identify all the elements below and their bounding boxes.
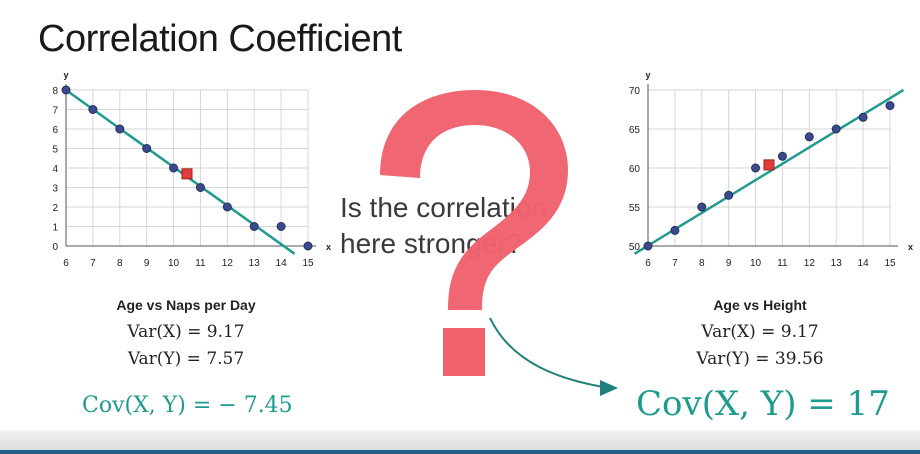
question-arrow	[489, 317, 600, 388]
y-tick-label: 1	[52, 223, 58, 234]
x-tick-label: 10	[168, 258, 180, 269]
var-y-right: Var(Y) = 39.56	[660, 349, 860, 369]
var-x-right: Var(X) = 9.17	[660, 322, 860, 342]
y-tick-label: 8	[52, 86, 58, 97]
x-tick-label: 13	[249, 258, 261, 269]
x-tick-label: 9	[726, 258, 732, 269]
data-point	[276, 222, 286, 231]
data-point	[643, 241, 653, 251]
data-point	[88, 105, 98, 114]
data-point	[831, 124, 841, 134]
arrow-head-icon	[600, 380, 618, 396]
x-tick-label: 9	[144, 258, 150, 269]
data-point	[195, 183, 205, 192]
var-x-right-text: Var(X) = 9.17	[701, 322, 819, 342]
x-tick-label: 6	[645, 258, 651, 269]
data-point	[804, 132, 814, 142]
x-tick-label: 15	[302, 258, 314, 269]
y-tick-label: 5	[52, 145, 58, 156]
y-tick-label: 7	[52, 106, 58, 117]
y-tick-label: 70	[629, 86, 641, 97]
y-tick-label: 2	[52, 203, 58, 214]
data-point	[61, 85, 71, 95]
y-axis-label: y	[645, 70, 650, 80]
cov-left: Cov(X, Y) = − 7.45	[82, 393, 293, 418]
y-axis-label: y	[63, 70, 68, 80]
y-tick-label: 3	[52, 184, 58, 195]
data-point	[303, 241, 313, 251]
x-tick-label: 6	[63, 258, 69, 269]
y-tick-label: 0	[52, 242, 58, 253]
slide-title: Correlation Coefficient	[38, 18, 402, 60]
x-tick-label: 12	[804, 258, 816, 269]
var-x-left: Var(X) = 9.17	[86, 322, 286, 342]
x-tick-label: 15	[884, 258, 896, 269]
data-point	[670, 225, 680, 235]
question-mark-dot	[443, 328, 485, 376]
x-tick-label: 11	[777, 258, 788, 269]
x-tick-label: 11	[195, 258, 206, 269]
x-tick-label: 8	[699, 258, 705, 269]
mean-point	[763, 159, 775, 171]
var-x-left-text: Var(X) = 9.17	[127, 322, 245, 342]
data-point	[858, 112, 868, 122]
var-y-right-text: Var(Y) = 39.56	[696, 349, 824, 369]
x-tick-label: 14	[858, 258, 870, 269]
chart-title-left: Age vs Naps per Day	[116, 297, 256, 313]
x-tick-label: 14	[276, 258, 288, 269]
x-tick-label: 12	[222, 258, 234, 269]
var-y-left-text: Var(Y) = 7.57	[127, 349, 245, 369]
data-point	[697, 202, 707, 212]
chart-age-vs-height: 6 7 8 9 10 11 12 13 14 15 50 55 60 65 70 y x	[629, 70, 913, 269]
mean-point	[181, 168, 193, 180]
chart-title-right: Age vs Height	[713, 297, 807, 313]
x-tick-label: 8	[117, 258, 123, 269]
x-tick-label: 7	[90, 258, 96, 269]
data-point	[751, 163, 761, 173]
x-tick-label: 10	[750, 258, 762, 269]
question-mark-hook	[380, 90, 568, 310]
data-point	[142, 144, 152, 153]
var-y-left: Var(Y) = 7.57	[86, 349, 286, 369]
x-tick-label: 13	[831, 258, 843, 269]
bottom-line	[0, 450, 920, 454]
data-point	[115, 124, 125, 134]
x-axis-label: x	[908, 242, 913, 252]
y-tick-label: 60	[629, 164, 641, 175]
y-tick-label: 65	[629, 125, 641, 136]
y-tick-label: 6	[52, 125, 58, 136]
y-tick-label: 4	[52, 164, 58, 175]
y-tick-label: 55	[629, 203, 641, 214]
x-axis-label: x	[326, 242, 331, 252]
data-point	[885, 101, 895, 111]
regression-line	[65, 88, 296, 255]
data-point	[169, 163, 179, 173]
data-point	[222, 202, 232, 212]
x-tick-label: 7	[672, 258, 678, 269]
data-point	[249, 222, 259, 231]
cov-right: Cov(X, Y) = 17	[636, 384, 890, 424]
data-point	[777, 151, 787, 161]
data-point	[724, 190, 734, 200]
question-mark-icon	[380, 90, 600, 388]
y-tick-label: 50	[629, 242, 641, 253]
